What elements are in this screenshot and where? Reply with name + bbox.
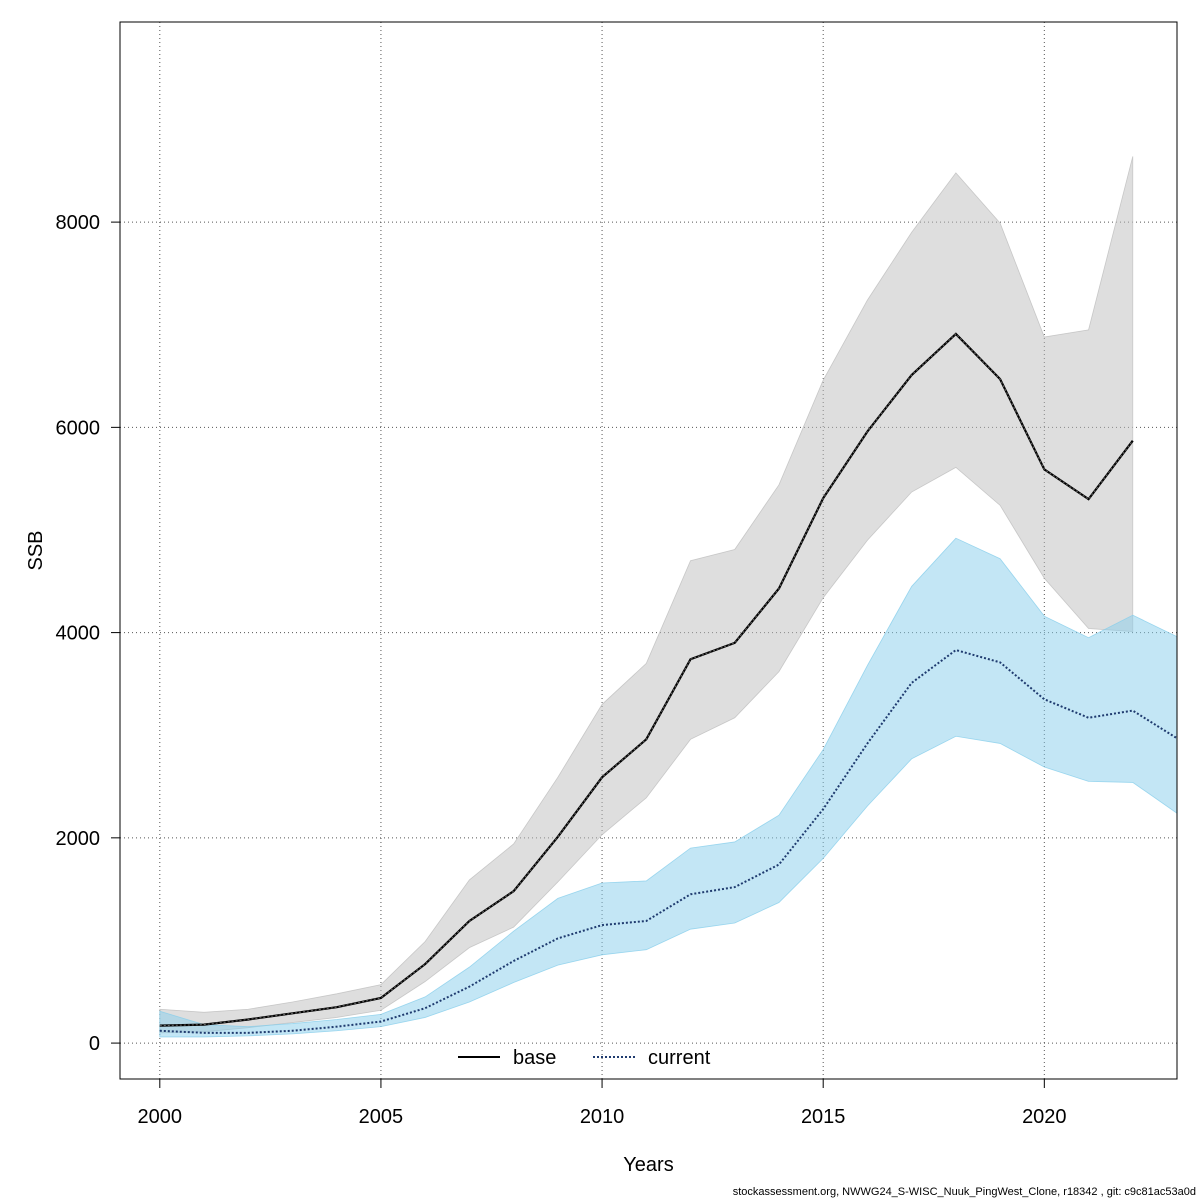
x-tick-label: 2005	[359, 1106, 404, 1128]
y-tick-label: 6000	[56, 417, 101, 439]
confidence-bands	[159, 156, 1177, 1038]
band-current	[159, 537, 1177, 1038]
y-axis-label: SSB	[25, 530, 47, 570]
plot-border	[119, 21, 1178, 1080]
footer-credit: stockassessment.org, NWWG24_S-WISC_Nuuk_…	[732, 1186, 1196, 1198]
line-current	[159, 648, 1177, 1034]
y-tick-label: 4000	[56, 623, 101, 645]
y-tick-label: 8000	[56, 212, 101, 234]
legend: base current	[458, 1047, 711, 1069]
x-tick-label: 2020	[1022, 1106, 1067, 1128]
y-tick-label: 2000	[56, 828, 101, 850]
line-base-overlay	[159, 333, 1134, 1027]
x-axis-label: Years	[623, 1154, 673, 1176]
x-axis: 2000 2005 2010 2015 2020	[138, 1079, 1067, 1128]
x-tick-label: 2010	[580, 1106, 625, 1128]
legend-label-base: base	[513, 1047, 556, 1069]
x-tick-label: 2000	[138, 1106, 183, 1128]
y-axis: 0 2000 4000 6000 8000	[56, 212, 120, 1055]
legend-label-current: current	[648, 1047, 711, 1069]
series-lines	[159, 332, 1177, 1034]
x-tick-label: 2015	[801, 1106, 846, 1128]
y-tick-label: 0	[89, 1033, 100, 1055]
plot-frame	[119, 21, 1178, 1080]
